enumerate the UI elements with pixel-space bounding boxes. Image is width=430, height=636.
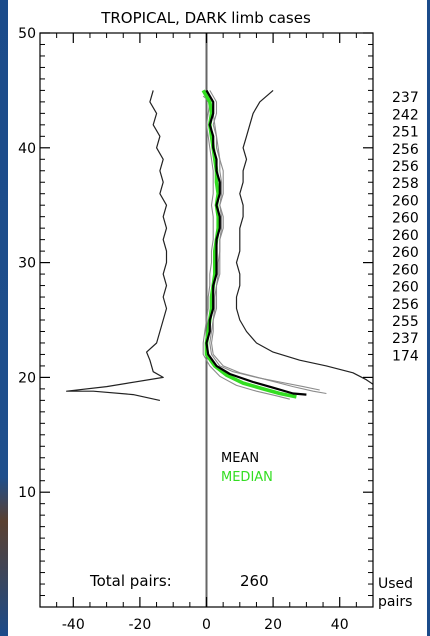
mean-line-1: [205, 89, 307, 396]
total-pairs-value: 260: [240, 572, 269, 590]
individual-line-3: [209, 113, 320, 391]
used-pairs-count-13: 256: [392, 297, 419, 313]
used-pairs-label-line2: pairs: [378, 594, 412, 610]
y-tick-label-40: 40: [18, 141, 36, 157]
used-pairs-count-11: 260: [392, 262, 419, 278]
left-edge-strip: [0, 0, 8, 636]
y-tick-label-30: 30: [18, 256, 36, 272]
used-pairs-count-3: 251: [392, 125, 419, 141]
used-pairs-count-1: 237: [392, 90, 419, 106]
legend-mean-label: MEAN: [221, 451, 259, 466]
used-pairs-count-7: 260: [392, 193, 419, 209]
spread-line-1: [65, 90, 168, 401]
y-tick-label-20: 20: [18, 370, 36, 386]
total-pairs-label: Total pairs:: [89, 572, 172, 590]
used-pairs-column: 2372422512562562582602602602602602602562…: [392, 90, 419, 364]
used-pairs-count-9: 260: [392, 228, 419, 244]
axis-marks: 10 20 30 40 50 -40 -20 0 20 40: [18, 26, 373, 633]
used-pairs-count-16: 174: [392, 348, 419, 364]
used-pairs-count-8: 260: [392, 211, 419, 227]
used-pairs-count-10: 260: [392, 245, 419, 261]
used-pairs-count-6: 258: [392, 176, 419, 192]
x-tick-label-40: 40: [331, 617, 349, 633]
used-pairs-count-12: 260: [392, 280, 419, 296]
individual-line-2: [202, 95, 290, 400]
x-tick-label--40: -40: [62, 617, 85, 633]
y-tick-label-10: 10: [18, 485, 36, 501]
y-tick-label-50: 50: [18, 26, 36, 42]
chart-title: TROPICAL, DARK limb cases: [100, 9, 311, 27]
x-tick-label-0: 0: [202, 617, 211, 633]
x-tick-label-20: 20: [264, 617, 282, 633]
used-pairs-count-14: 255: [392, 314, 419, 330]
right-edge-strip: [427, 0, 430, 636]
used-pairs-count-5: 256: [392, 159, 419, 175]
used-pairs-count-15: 237: [392, 331, 419, 347]
spread-line-2: [235, 89, 374, 385]
used-pairs-count-2: 242: [392, 107, 419, 123]
plot-lines: [65, 33, 374, 607]
x-tick-label--20: -20: [128, 617, 151, 633]
used-pairs-label-line1: Used: [378, 576, 413, 592]
used-pairs-count-4: 256: [392, 142, 419, 158]
legend-median-label: MEDIAN: [221, 470, 273, 485]
individual-line-1: [209, 90, 327, 395]
